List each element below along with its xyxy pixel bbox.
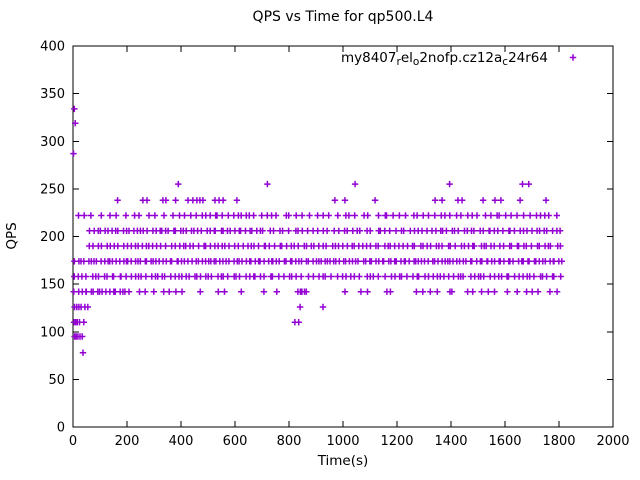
- x-tick-label: 200: [115, 434, 140, 449]
- y-tick-label: 50: [48, 373, 65, 388]
- x-tick-label: 600: [223, 434, 248, 449]
- scatter-points: [70, 105, 565, 356]
- x-tick-label: 800: [277, 434, 302, 449]
- y-tick-label: 150: [40, 278, 65, 293]
- legend-label: my8407relo2nofp.cz12ac24r64: [341, 50, 548, 68]
- y-tick-label: 300: [40, 135, 65, 150]
- plot-frame: [72, 45, 614, 428]
- y-tick-label: 200: [40, 230, 65, 245]
- x-tick-labels: 0 200 400 600 800 1000 1200 1400 1600 1800 2000: [69, 434, 630, 449]
- y-tick-label: 0: [57, 421, 65, 436]
- x-tick-label: 400: [169, 434, 194, 449]
- data-point-markers: [70, 105, 565, 356]
- chart-title: QPS vs Time for qp500.L4: [253, 9, 434, 25]
- axis-ticks: [72, 45, 614, 428]
- x-tick-label: 1800: [542, 434, 575, 449]
- legend: my8407relo2nofp.cz12ac24r64: [341, 50, 577, 68]
- y-tick-labels: 0 50 100 150 200 250 300 350 400: [40, 40, 65, 436]
- x-tick-label: 1000: [326, 434, 359, 449]
- x-tick-label: 1600: [488, 434, 521, 449]
- x-axis-label: Time(s): [317, 453, 369, 469]
- legend-marker-plus-icon: [569, 54, 577, 61]
- y-axis-label: QPS: [4, 222, 20, 249]
- x-tick-label: 0: [69, 434, 77, 449]
- x-tick-label: 2000: [596, 434, 629, 449]
- y-tick-label: 350: [40, 87, 65, 102]
- x-tick-label: 1200: [380, 434, 413, 449]
- x-tick-label: 1400: [434, 434, 467, 449]
- y-tick-label: 250: [40, 182, 65, 197]
- y-tick-label: 100: [40, 325, 65, 340]
- y-tick-label: 400: [40, 40, 65, 55]
